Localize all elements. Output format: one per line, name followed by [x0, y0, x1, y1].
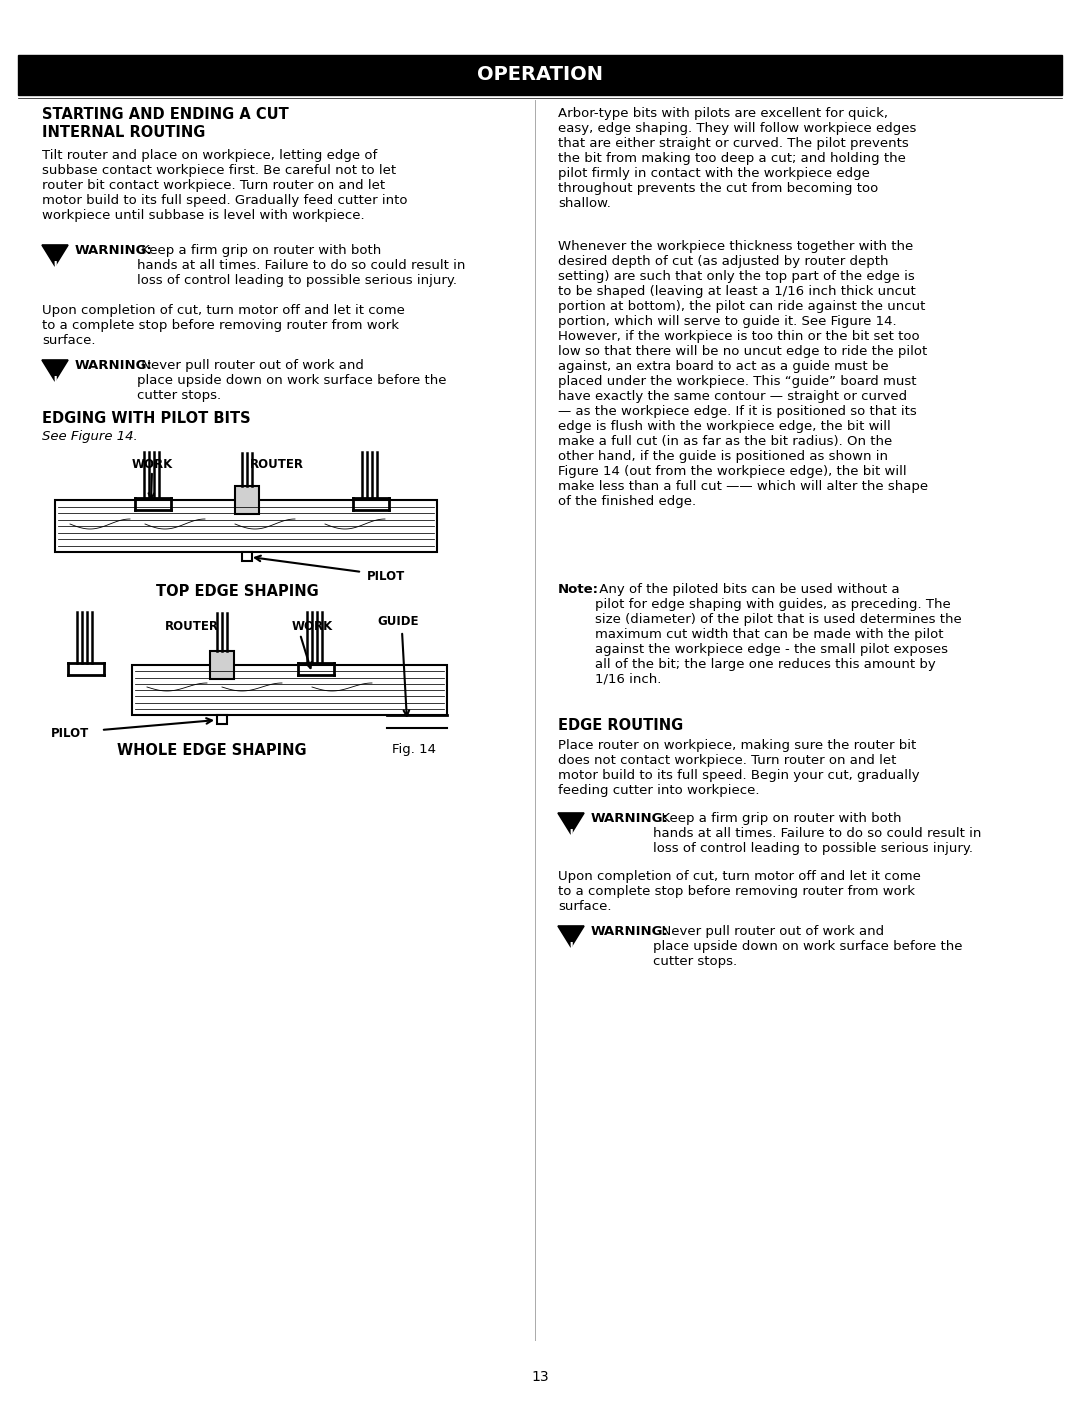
Text: PILOT: PILOT	[51, 728, 90, 740]
Text: STARTING AND ENDING A CUT: STARTING AND ENDING A CUT	[42, 107, 288, 122]
Bar	[242, 552, 252, 561]
Text: !: !	[568, 941, 573, 953]
Text: WHOLE EDGE SHAPING: WHOLE EDGE SHAPING	[118, 743, 307, 758]
Text: TOP EDGE SHAPING: TOP EDGE SHAPING	[156, 585, 319, 599]
Text: Fig. 14: Fig. 14	[392, 743, 436, 756]
Text: !: !	[52, 259, 57, 273]
Text: ROUTER: ROUTER	[249, 458, 303, 471]
Text: Upon completion of cut, turn motor off and let it come
to a complete stop before: Upon completion of cut, turn motor off a…	[558, 871, 921, 913]
Text: Never pull router out of work and
place upside down on work surface before the
c: Never pull router out of work and place …	[137, 359, 446, 402]
Bar	[55, 501, 437, 552]
Text: Arbor-type bits with pilots are excellent for quick,
easy, edge shaping. They wi: Arbor-type bits with pilots are excellen…	[558, 107, 916, 210]
Text: Keep a firm grip on router with both
hands at all times. Failure to do so could : Keep a firm grip on router with both han…	[653, 812, 982, 855]
Text: OPERATION: OPERATION	[477, 66, 603, 84]
Polygon shape	[558, 925, 584, 946]
Bar	[18, 55, 1062, 95]
Text: WARNING:: WARNING:	[591, 925, 669, 938]
Text: EDGE ROUTING: EDGE ROUTING	[558, 718, 684, 733]
Text: Whenever the workpiece thickness together with the
desired depth of cut (as adju: Whenever the workpiece thickness togethe…	[558, 240, 928, 508]
Text: !: !	[52, 374, 57, 388]
Polygon shape	[42, 245, 68, 266]
Text: WARNING:: WARNING:	[591, 812, 669, 824]
Text: INTERNAL ROUTING: INTERNAL ROUTING	[42, 125, 205, 140]
Text: WORK: WORK	[292, 620, 334, 632]
Text: Never pull router out of work and
place upside down on work surface before the
c: Never pull router out of work and place …	[653, 925, 962, 967]
Text: WARNING:: WARNING:	[75, 359, 153, 372]
Bar	[132, 665, 447, 715]
Text: Any of the piloted bits can be used without a
pilot for edge shaping with guides: Any of the piloted bits can be used with…	[595, 583, 962, 686]
Text: Note:: Note:	[558, 583, 599, 596]
Text: Upon completion of cut, turn motor off and let it come
to a complete stop before: Upon completion of cut, turn motor off a…	[42, 304, 405, 348]
Bar	[217, 715, 227, 723]
Bar	[210, 651, 234, 679]
Polygon shape	[42, 360, 68, 381]
Polygon shape	[558, 813, 584, 834]
Text: PILOT: PILOT	[367, 571, 405, 583]
Bar	[235, 486, 259, 515]
Text: 13: 13	[531, 1370, 549, 1384]
Text: GUIDE: GUIDE	[377, 615, 419, 628]
Text: See Figure 14.: See Figure 14.	[42, 430, 138, 443]
Text: EDGING WITH PILOT BITS: EDGING WITH PILOT BITS	[42, 411, 251, 426]
Text: Keep a firm grip on router with both
hands at all times. Failure to do so could : Keep a firm grip on router with both han…	[137, 244, 465, 287]
Text: !: !	[568, 829, 573, 841]
Text: Place router on workpiece, making sure the router bit
does not contact workpiece: Place router on workpiece, making sure t…	[558, 739, 920, 796]
Text: ROUTER: ROUTER	[165, 620, 219, 632]
Text: WARNING:: WARNING:	[75, 244, 153, 257]
Text: WORK: WORK	[132, 458, 173, 471]
Text: Tilt router and place on workpiece, letting edge of
subbase contact workpiece fi: Tilt router and place on workpiece, lett…	[42, 149, 407, 222]
